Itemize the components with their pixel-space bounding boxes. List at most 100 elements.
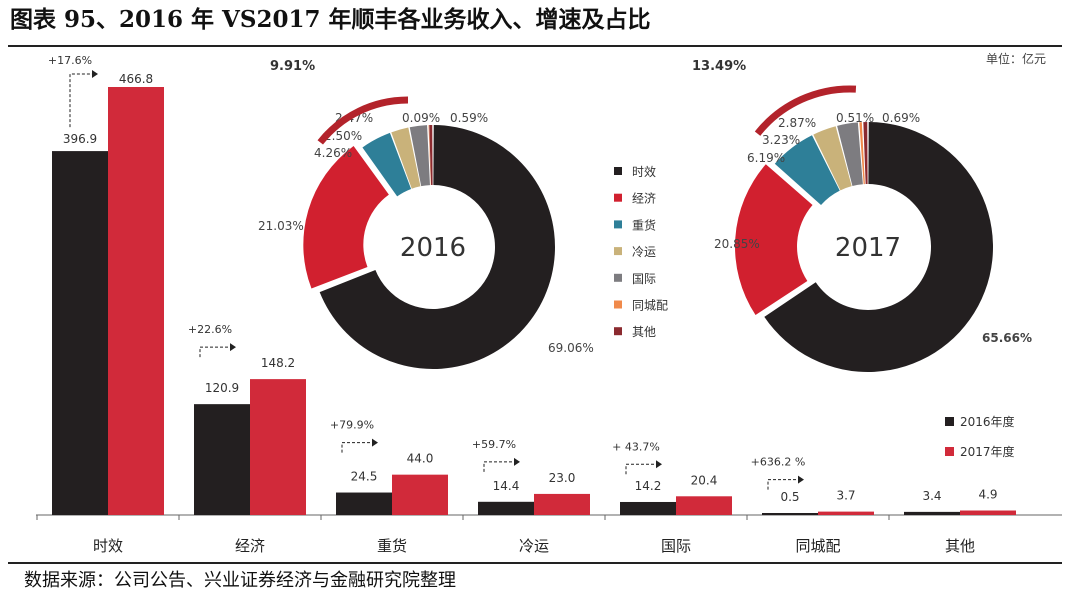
bar-2016 (620, 501, 676, 515)
donut-center-label: 2016 (400, 233, 466, 263)
growth-arrowhead (656, 460, 662, 469)
growth-arrow (69, 73, 92, 128)
segment-label: 20.85% (714, 237, 760, 251)
pie-legend-label: 冷运 (632, 245, 656, 259)
growth-arrow (341, 442, 372, 453)
bar-2017 (818, 511, 874, 515)
donut-segment-2017 (859, 122, 865, 185)
bar-2016 (478, 501, 534, 515)
bar-2016 (762, 513, 818, 515)
x-tick-label: 同城配 (795, 537, 840, 555)
bar-2017 (392, 474, 448, 515)
growth-arrow (199, 346, 230, 358)
donut-segment-2016 (303, 146, 389, 289)
value-label-2016: 120.9 (205, 381, 239, 395)
pie-legend-label: 重货 (632, 217, 656, 232)
segment-label: 65.66% (982, 331, 1032, 345)
chart-title: 图表 95、2016 年 VS2017 年顺丰各业务收入、增速及占比 (10, 6, 651, 33)
source-rule (8, 562, 1062, 564)
donut-segment-2017 (837, 122, 863, 186)
bar-2017 (108, 87, 164, 515)
growth-arrowhead (230, 343, 236, 352)
donut-center-label: 2017 (835, 233, 901, 263)
segment-label: 0.69% (882, 111, 920, 125)
segment-label: 69.06% (548, 341, 594, 355)
pie-legend-swatch (614, 247, 622, 256)
donut-segment-2016 (409, 125, 430, 187)
bar-2016 (52, 151, 108, 516)
value-label-2017: 23.0 (549, 471, 576, 485)
pie-legend-label: 同城配 (632, 299, 668, 313)
segment-label: 2.87% (778, 116, 816, 130)
value-label-2016: 3.4 (922, 489, 941, 503)
source-note: 数据来源：公司公告、兴业证券经济与金融研究院整理 (24, 570, 456, 591)
segment-label: 0.51% (836, 111, 874, 125)
pie-legend-label: 国际 (632, 272, 656, 286)
x-tick-label: 其他 (945, 537, 975, 555)
segment-label: 4.26% (314, 146, 352, 160)
growth-arrow (625, 463, 656, 475)
donut-segment-2016 (391, 127, 421, 189)
pie-legend-label: 经济 (632, 191, 656, 206)
segment-label: 3.23% (762, 133, 800, 147)
value-label-2017: 148.2 (261, 356, 295, 370)
x-tick-label: 时效 (93, 537, 123, 555)
donut-segment-2016 (319, 125, 555, 369)
value-label-2017: 4.9 (978, 488, 997, 502)
bar-2017 (676, 496, 732, 515)
bar-2017 (534, 493, 590, 515)
growth-arrow (767, 479, 798, 490)
others-share-label: 13.49% (692, 59, 746, 74)
growth-label: +79.9% (330, 419, 374, 432)
bar-2016 (336, 492, 392, 515)
bar-2017 (960, 510, 1016, 515)
bar-2016 (194, 404, 250, 515)
value-label-2016: 14.2 (635, 479, 662, 493)
x-tick-label: 国际 (661, 537, 691, 555)
growth-arrowhead (92, 70, 98, 78)
growth-label: + 43.7% (612, 440, 660, 453)
pie-legend-label: 时效 (632, 164, 656, 179)
pie-legend-label: 其他 (632, 325, 656, 339)
title-rule (8, 45, 1062, 47)
segment-label: 21.03% (258, 219, 304, 233)
donut-segment-2017 (813, 126, 852, 191)
growth-arrowhead (514, 457, 520, 466)
donut-segment-2017 (735, 164, 813, 316)
growth-arrowhead (372, 438, 378, 447)
donut-segment-2017 (764, 122, 994, 373)
value-label-2017: 44.0 (407, 452, 434, 466)
donut-segment-2017 (774, 135, 840, 206)
segment-label: 0.09% (402, 111, 440, 125)
donut-segment-2016 (362, 132, 412, 197)
donut-segment-2017 (863, 122, 868, 185)
growth-label: +59.7% (472, 438, 516, 451)
value-label-2017: 466.8 (119, 72, 153, 86)
pie-legend-swatch (614, 220, 622, 229)
legend-swatch (945, 417, 954, 426)
value-label-2016: 14.4 (493, 479, 520, 493)
others-share-arc (317, 96, 409, 145)
bar-2017 (250, 379, 306, 515)
pie-legend-swatch (614, 193, 622, 202)
growth-label: +22.6% (188, 323, 232, 336)
legend-label: 2017年度 (960, 444, 1015, 459)
value-label-2017: 20.4 (691, 473, 718, 487)
value-label-2016: 0.5 (780, 490, 799, 504)
growth-label: +17.6% (48, 54, 92, 67)
others-share-label: 9.91% (270, 59, 315, 74)
bar-2016 (904, 511, 960, 515)
legend-label: 2016年度 (960, 414, 1015, 429)
pie-legend-swatch (614, 273, 622, 282)
value-label-2016: 24.5 (351, 470, 378, 484)
x-tick-label: 经济 (235, 537, 265, 555)
value-label-2017: 3.7 (836, 489, 855, 503)
growth-arrowhead (798, 475, 804, 484)
others-share-arc (754, 85, 857, 136)
growth-arrow (483, 461, 514, 472)
pie-legend-swatch (614, 167, 622, 175)
growth-label: +636.2 % (751, 456, 806, 469)
pie-legend-swatch (614, 327, 622, 336)
x-tick-label: 重货 (377, 537, 407, 555)
